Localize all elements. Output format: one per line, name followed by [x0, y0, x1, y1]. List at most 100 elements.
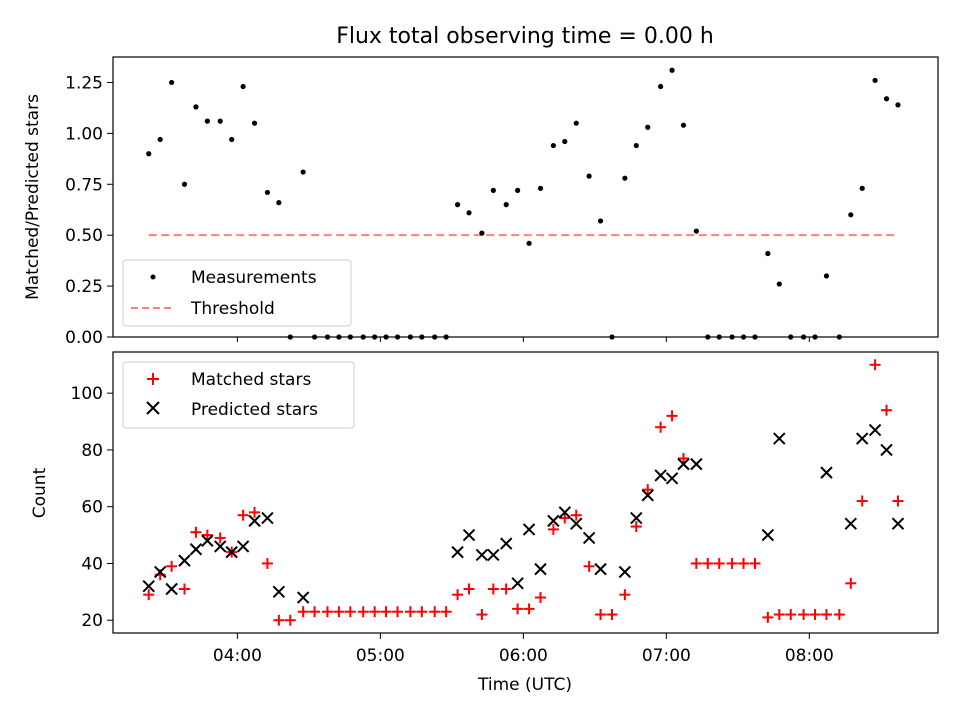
top-y-tick-label: 1.00 — [65, 124, 103, 144]
measurement-point — [383, 334, 389, 340]
top-x-axis — [236, 337, 810, 342]
matched-star-point — [820, 609, 832, 621]
measurement-point — [240, 83, 246, 90]
measurement-point — [229, 136, 235, 143]
measurements-series — [146, 67, 901, 340]
bottom-y-axis-label: Count — [30, 467, 50, 518]
measurement-point — [562, 138, 568, 145]
measurement-point — [276, 200, 282, 206]
measurement-point — [823, 273, 830, 279]
matched-star-point — [642, 484, 654, 496]
measurement-point — [776, 281, 782, 287]
predicted-star-point — [641, 489, 654, 502]
measurement-point — [622, 175, 628, 181]
measurement-point — [466, 210, 472, 216]
measurement-point — [729, 334, 735, 340]
bottom-x-tick-label: 05:00 — [356, 646, 405, 666]
matched-star-point — [845, 577, 857, 589]
predicted-star-point — [856, 432, 869, 445]
matched-stars-series — [143, 359, 904, 626]
predicted-star-point — [582, 531, 596, 545]
measurement-point — [503, 202, 509, 208]
measurement-point — [394, 334, 401, 340]
predicted-star-point — [475, 548, 489, 562]
bottom-y-axis: 20 40 60 80 100 — [71, 384, 113, 631]
top-legend-box — [122, 259, 352, 327]
measurement-point — [515, 187, 521, 193]
predicted-star-point — [296, 591, 310, 604]
measurement-point — [251, 120, 258, 126]
predicted-star-point — [142, 579, 155, 593]
matched-star-point — [785, 609, 797, 621]
measurement-point — [848, 212, 854, 218]
matched-star-point — [666, 410, 678, 422]
matched-star-point — [583, 560, 595, 572]
legend-predicted-label: Predicted stars — [191, 400, 318, 420]
matched-star-point — [630, 521, 642, 533]
matched-star-point — [380, 606, 392, 618]
predicted-star-point — [654, 469, 667, 482]
predicted-star-point — [630, 511, 643, 525]
measurement-point — [526, 240, 532, 246]
bottom-y-tick-label: 60 — [81, 498, 103, 518]
matched-star-point — [487, 583, 499, 595]
predicted-star-point — [665, 472, 679, 485]
matched-star-point — [357, 606, 369, 618]
measurement-point — [550, 142, 556, 149]
measurement-point — [193, 104, 199, 110]
matched-star-point — [619, 589, 631, 601]
measurement-point — [633, 142, 639, 149]
matched-star-point — [762, 611, 774, 623]
matched-star-point — [798, 609, 810, 621]
measurement-point — [287, 334, 293, 340]
matched-star-point — [452, 589, 464, 601]
matched-star-point — [392, 606, 404, 618]
matched-star-point — [416, 606, 428, 618]
top-legend: Measurements Threshold — [122, 259, 352, 327]
measurement-point — [669, 67, 675, 73]
matched-star-point — [476, 609, 488, 621]
predicted-star-point — [773, 432, 786, 445]
matched-star-point — [284, 614, 296, 626]
legend-measurements-label: Measurements — [191, 268, 317, 288]
measurement-point — [181, 181, 188, 187]
matched-star-point — [237, 509, 249, 521]
measurement-point — [740, 334, 747, 340]
top-panel-frame — [112, 56, 939, 338]
measurement-point — [788, 334, 794, 340]
matched-star-point — [201, 529, 213, 541]
measurement-point — [597, 218, 604, 224]
matched-star-point — [249, 506, 261, 518]
matched-star-point — [535, 592, 547, 604]
measurement-point — [836, 334, 842, 340]
top-y-tick-label: 0.50 — [65, 226, 103, 246]
matched-star-point — [273, 614, 285, 626]
measurement-point — [479, 230, 485, 236]
predicted-star-point — [820, 466, 833, 479]
top-y-tick-label: 0.75 — [65, 175, 103, 195]
predicted-star-point — [511, 577, 524, 590]
predicted-star-point — [761, 528, 775, 542]
measurement-point — [264, 189, 271, 196]
measurement-point — [169, 79, 175, 86]
predicted-star-point — [272, 585, 286, 599]
measurement-point — [586, 173, 592, 179]
bottom-x-tick-label: 04:00 — [213, 646, 262, 666]
measurement-point — [490, 187, 496, 193]
matched-star-point — [261, 557, 273, 569]
predicted-star-point — [178, 554, 191, 567]
bottom-y-tick-label: 20 — [81, 611, 103, 631]
bottom-legend: Matched stars Predicted stars — [122, 361, 355, 429]
predicted-star-point — [153, 565, 167, 579]
top-y-tick-label: 0.00 — [65, 328, 103, 348]
matched-star-point — [166, 560, 178, 572]
measurement-point — [360, 334, 366, 340]
matched-star-point — [440, 606, 452, 618]
predicted-star-point — [499, 537, 513, 550]
matched-star-point — [321, 606, 333, 618]
measurement-point — [347, 334, 353, 340]
measurement-point — [859, 185, 865, 191]
legend-matched-marker — [147, 373, 159, 385]
bottom-panel: 20 40 60 80 100 04:00 05:00 06:00 07:00 08:00 Co… — [30, 351, 939, 695]
bottom-y-tick-label: 40 — [81, 554, 103, 574]
